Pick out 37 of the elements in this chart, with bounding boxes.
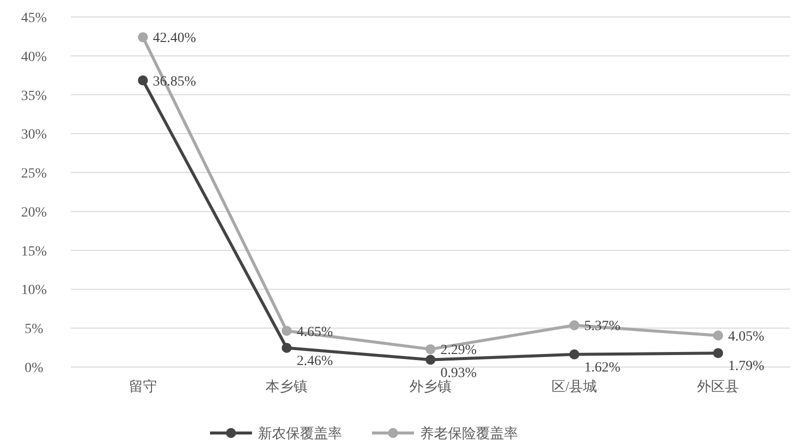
y-tick-label: 15% [21,244,48,260]
data-label: 1.79% [728,359,765,374]
data-label: 42.40% [152,31,196,46]
data-label: 0.93% [440,366,477,381]
point [282,326,292,336]
legend-label: 养老保险覆盖率 [420,426,518,442]
point [713,348,724,358]
x-tick-label: 区/县城 [551,379,598,395]
y-tick-label: 0% [24,361,44,376]
y-tick-label: 30% [21,128,48,143]
y-tick-label: 25% [21,166,48,182]
data-label: 4.05% [728,330,765,344]
y-tick-label: 10% [21,283,48,298]
point [282,342,292,353]
x-tick-label: 外区县 [697,379,740,395]
y-tick-label: 20% [21,205,48,220]
data-label: 4.65% [296,324,334,340]
point [569,320,580,330]
data-label: 2.46% [296,354,334,369]
point [569,349,580,360]
data-label: 36.85% [152,74,196,90]
point [138,32,148,42]
y-tick-label: 45% [21,11,48,26]
y-tick-label: 40% [21,50,48,65]
y-tick-label: 5% [24,322,44,338]
legend-label: 新农保覆盖率 [258,426,342,442]
point [138,75,148,86]
data-label: 2.29% [440,343,477,358]
point [713,330,724,340]
point [426,344,436,354]
x-tick-label: 本乡镇 [266,379,308,395]
point [426,354,436,365]
data-label: 5.37% [584,319,621,334]
y-tick-label: 35% [21,88,48,104]
data-label: 1.62% [584,360,621,376]
x-tick-label: 留守 [128,379,157,395]
x-tick-label: 外乡镇 [410,379,452,395]
